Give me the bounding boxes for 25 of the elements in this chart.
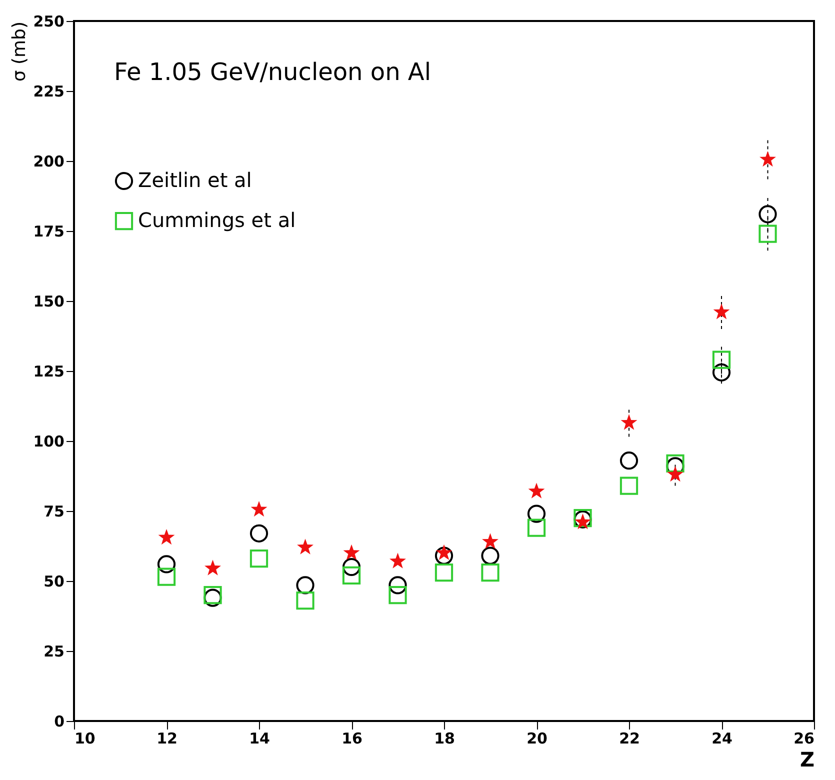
x-tick-label: 18: [434, 730, 455, 748]
y-tick-label: 50: [44, 572, 64, 590]
text: Fe 1.05 GeV/nucleon on Al: [114, 58, 432, 86]
y-tick-label: 75: [44, 502, 64, 520]
x-tick-label: 10: [74, 730, 96, 748]
y-tick-label: 200: [33, 152, 64, 170]
x-tick-label: 14: [249, 730, 270, 748]
y-tick-label: 25: [44, 642, 64, 660]
x-tick-label: 20: [526, 730, 548, 748]
y-tick-label: 150: [33, 292, 64, 310]
legend-label: Cummings et al: [138, 208, 296, 232]
x-tick-label: 26: [794, 730, 814, 748]
y-tick-label: 250: [33, 12, 64, 30]
y-tick-label: 225: [33, 82, 64, 100]
x-axis-title: Z: [800, 748, 814, 772]
x-tick-label: 24: [712, 730, 732, 748]
x-tick-label: 22: [619, 730, 640, 748]
x-tick-label: 16: [342, 730, 362, 748]
x-tick-label: 12: [156, 730, 178, 748]
y-tick-label: 175: [33, 222, 64, 240]
y-tick-label: 100: [33, 432, 64, 450]
y-tick-label: 0: [54, 712, 64, 730]
legend-label: Zeitlin et al: [138, 168, 252, 192]
y-axis-title: σ (mb): [9, 22, 30, 82]
y-tick-label: 125: [33, 362, 64, 380]
